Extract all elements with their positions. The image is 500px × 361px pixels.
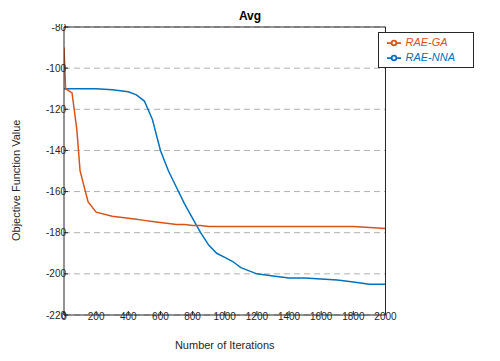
svg-text:Objective Function Value: Objective Function Value (10, 120, 22, 241)
svg-text:1600: 1600 (310, 311, 333, 322)
svg-text:-160: -160 (46, 186, 66, 197)
svg-text:600: 600 (152, 311, 169, 322)
svg-text:-100: -100 (46, 63, 66, 74)
svg-text:-120: -120 (46, 104, 66, 115)
svg-text:1400: 1400 (278, 311, 301, 322)
html-text:RAE-GA: RAE-GA (405, 36, 448, 48)
svg-text:-220: -220 (46, 310, 66, 321)
svg-text:-140: -140 (46, 145, 66, 156)
svg-text:1200: 1200 (246, 311, 269, 322)
svg-text:800: 800 (184, 311, 201, 322)
svg-text:Number of Iterations: Number of Iterations (175, 339, 275, 351)
svg-text:400: 400 (120, 311, 137, 322)
svg-text:1000: 1000 (214, 311, 237, 322)
svg-text:200: 200 (88, 311, 105, 322)
html-text:Avg: Avg (238, 9, 262, 23)
svg-text:-180: -180 (46, 227, 66, 238)
svg-text:-200: -200 (46, 268, 66, 279)
svg-text:-80: -80 (52, 24, 67, 33)
svg-text:1800: 1800 (342, 311, 365, 322)
html-text:RAE-NNA: RAE-NNA (405, 51, 455, 64)
svg-text:2000: 2000 (374, 311, 397, 322)
